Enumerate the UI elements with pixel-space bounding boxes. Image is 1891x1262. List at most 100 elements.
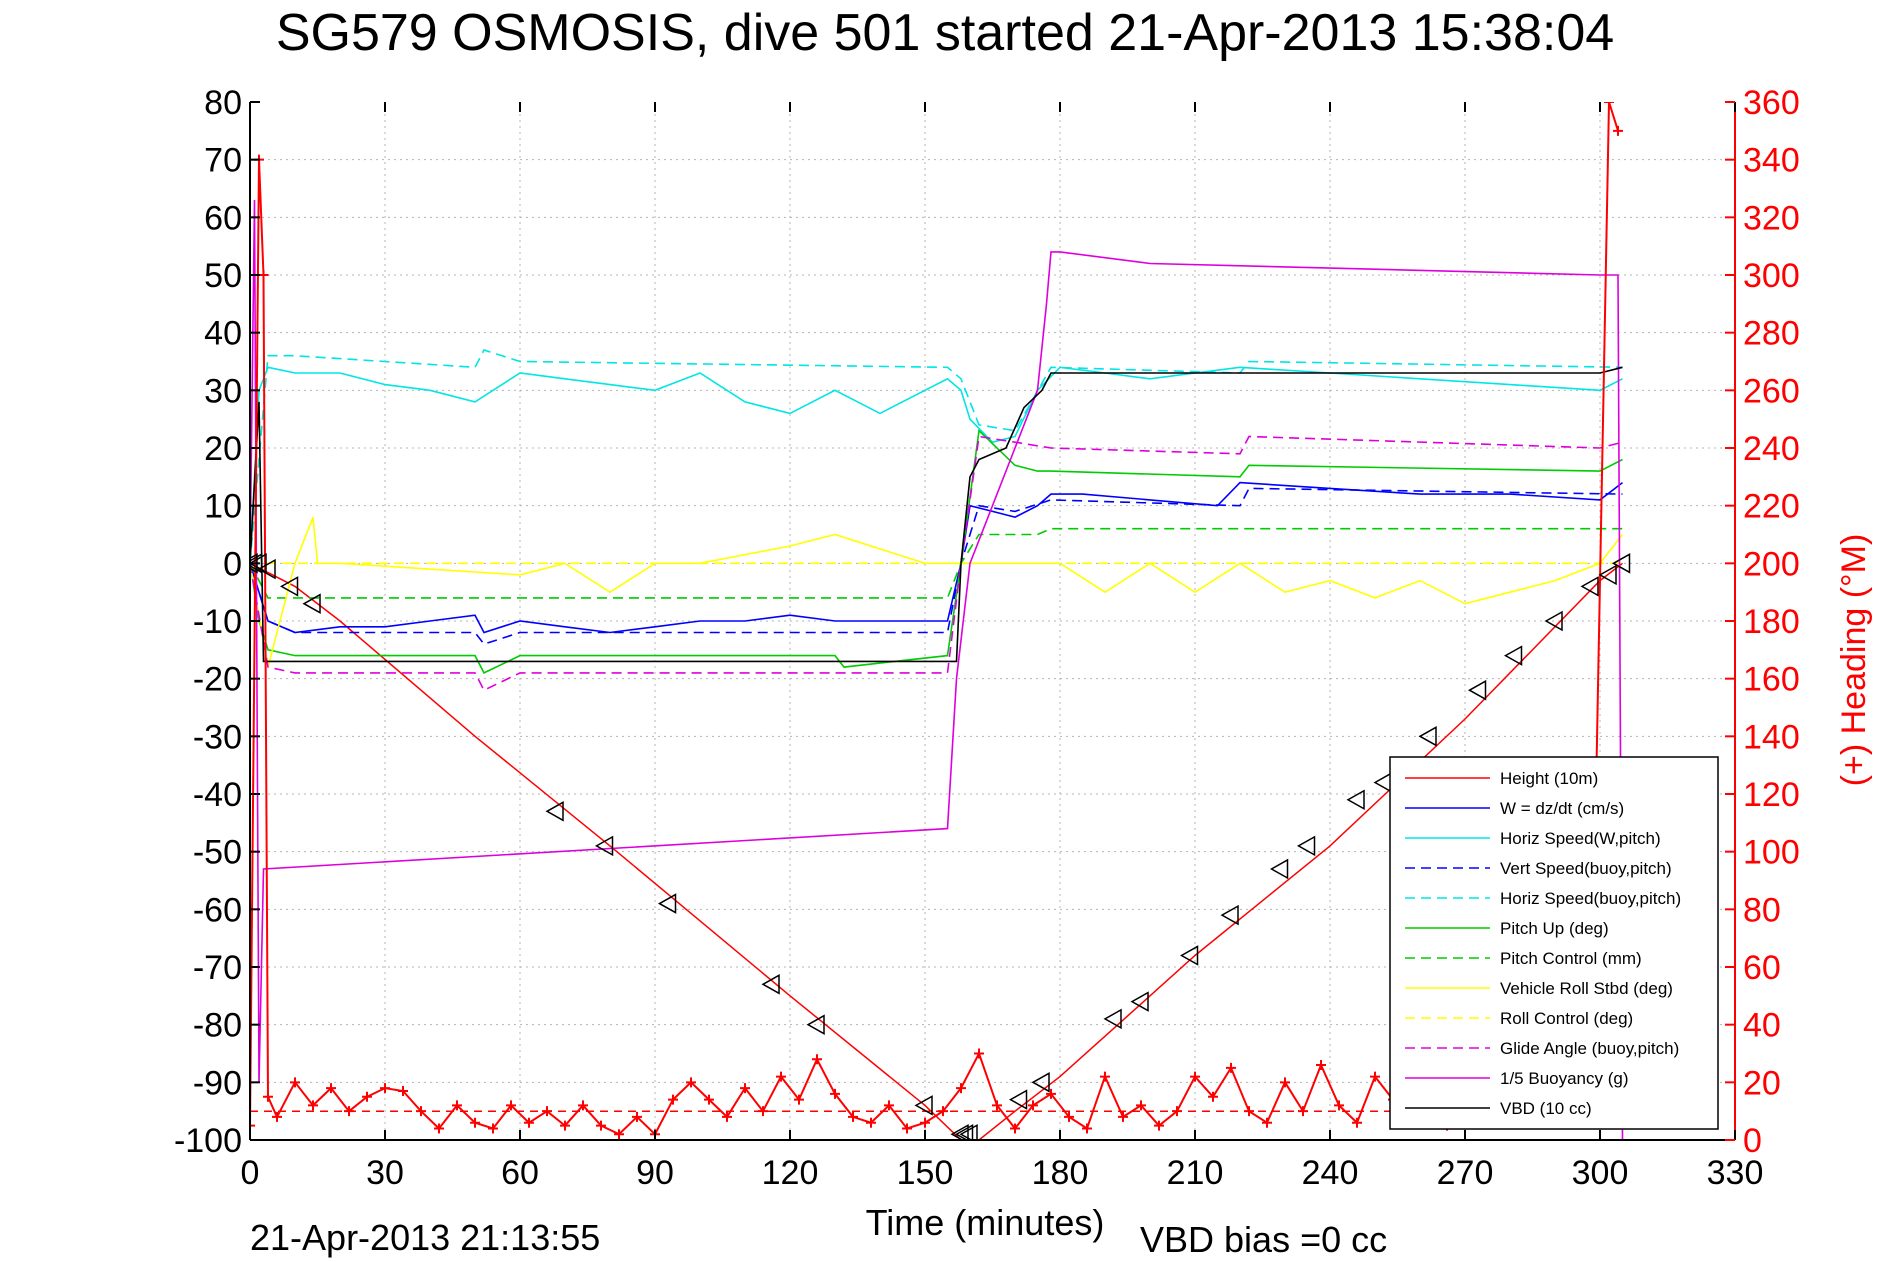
marker-triangle (914, 1095, 933, 1116)
marker-triangle (1179, 945, 1199, 966)
heading-point (272, 1111, 282, 1122)
heading-point (1136, 1100, 1146, 1111)
heading-point (1244, 1106, 1254, 1117)
x-tick-label: 90 (636, 1154, 674, 1192)
heading-point (776, 1071, 786, 1082)
heading-point (1262, 1117, 1272, 1128)
y-right-tick-label: 260 (1743, 372, 1800, 410)
heading-point (920, 1117, 930, 1128)
heading-point (416, 1106, 426, 1117)
legend-box (1389, 756, 1719, 1130)
marker-triangle (250, 553, 267, 574)
series-line-7 (250, 516, 1624, 668)
series-line-11 (250, 366, 1623, 663)
y-right-tick-label: 160 (1743, 661, 1800, 699)
legend-label-4: Horiz Speed(buoy,pitch) (1500, 889, 1681, 908)
y-right-tick-label: 280 (1743, 315, 1800, 353)
marker-triangle (279, 576, 299, 597)
legend-label-7: Vehicle Roll Stbd (deg) (1500, 979, 1673, 998)
heading-point (1613, 125, 1623, 136)
legend: Height (10m) W = dz/dt (cm/s) Horiz Speed(… (1389, 756, 1719, 1130)
y-tick-label: -100 (174, 1122, 242, 1160)
chart-title: SG579 OSMOSIS, dive 501 started 21-Apr-2… (276, 4, 1614, 62)
y-right-tick-label: 320 (1743, 199, 1800, 237)
y-tick-label: -80 (193, 1007, 242, 1045)
marker-triangle (1373, 772, 1392, 793)
marker-triangle (1031, 1072, 1050, 1093)
heading-point (722, 1111, 732, 1122)
marker-triangle (950, 1123, 969, 1140)
x-tick-label: 240 (1302, 1154, 1359, 1192)
heading-point (344, 1106, 354, 1117)
heading-point (1226, 1062, 1236, 1073)
heading-point (632, 1111, 642, 1122)
legend-label-5: Pitch Up (deg) (1500, 919, 1609, 938)
legend-label-9: Glide Angle (buoy,pitch) (1500, 1039, 1679, 1058)
heading-point (380, 1083, 390, 1094)
legend-label-1: W = dz/dt (cm/s) (1500, 799, 1624, 818)
series-line-1 (250, 481, 1623, 634)
marker-triangle (1467, 679, 1487, 701)
y-tick-label: 30 (204, 372, 242, 410)
heading-point (1172, 1106, 1182, 1117)
heading-point (812, 1054, 822, 1065)
marker-triangle (1130, 991, 1149, 1012)
y-tick-label: 60 (204, 199, 242, 237)
heading-point (1046, 1088, 1056, 1099)
heading-point (578, 1100, 588, 1111)
heading-point (938, 1106, 948, 1117)
heading-point (1154, 1120, 1164, 1131)
y-right-tick-label: 100 (1743, 834, 1800, 872)
heading-point (1082, 1123, 1092, 1134)
marker-triangle (761, 974, 780, 995)
y-right-tick-label: 120 (1743, 776, 1800, 814)
y-right-tick-label: 180 (1743, 603, 1800, 641)
heading-point (704, 1094, 714, 1105)
heading-point (902, 1123, 912, 1134)
y-right-tick-label: 80 (1743, 891, 1781, 929)
heading-point (434, 1123, 444, 1134)
heading-point (1190, 1071, 1200, 1082)
heading-point (524, 1117, 534, 1128)
marker-triangle (302, 593, 321, 614)
y-right-tick-label: 40 (1743, 1007, 1781, 1045)
heading-point (1316, 1060, 1326, 1071)
y-right-tick-label: 0 (1743, 1122, 1762, 1160)
y-tick-label: -90 (193, 1064, 242, 1102)
x-tick-label: 330 (1707, 1154, 1764, 1192)
marker-triangle (1296, 835, 1316, 857)
heading-point (326, 1083, 336, 1094)
marker-triangle (545, 801, 564, 822)
marker-triangle (1103, 1008, 1122, 1030)
heading-point (506, 1100, 516, 1111)
y-right-tick-label: 240 (1743, 430, 1800, 468)
marker-triangle (1611, 553, 1631, 574)
heading-point (758, 1106, 768, 1117)
y-right-tick-label: 340 (1743, 142, 1800, 180)
heading-point (1280, 1077, 1290, 1088)
heading-point (452, 1100, 462, 1111)
y-tick-label: -40 (193, 776, 242, 814)
heading-point (1118, 1111, 1128, 1122)
heading-point (488, 1123, 498, 1134)
series-line-4 (250, 349, 1623, 564)
y-tick-label: 20 (204, 430, 242, 468)
x-tick-label: 180 (1032, 1154, 1089, 1192)
heading-point (866, 1117, 876, 1128)
y-tick-label: -30 (193, 718, 242, 756)
y-right-tick-label: 360 (1743, 84, 1800, 122)
marker-triangle (1580, 576, 1599, 597)
heading-point (1010, 1123, 1020, 1134)
heading-point (1298, 1106, 1308, 1117)
heading-point (308, 1100, 318, 1111)
x-tick-label: 60 (501, 1154, 539, 1192)
y-right-tick-label: 200 (1743, 545, 1800, 583)
legend-label-11: VBD (10 cc) (1500, 1099, 1592, 1118)
legend-label-2: Horiz Speed(W,pitch) (1500, 829, 1661, 848)
heading-point (1352, 1117, 1362, 1128)
right-axis-label: (+) Heading (°M) (1835, 534, 1873, 787)
y-tick-label: -20 (193, 661, 242, 699)
y-right-tick-label: 60 (1743, 949, 1781, 987)
heading-point (250, 1120, 255, 1131)
heading-point (290, 1077, 300, 1088)
